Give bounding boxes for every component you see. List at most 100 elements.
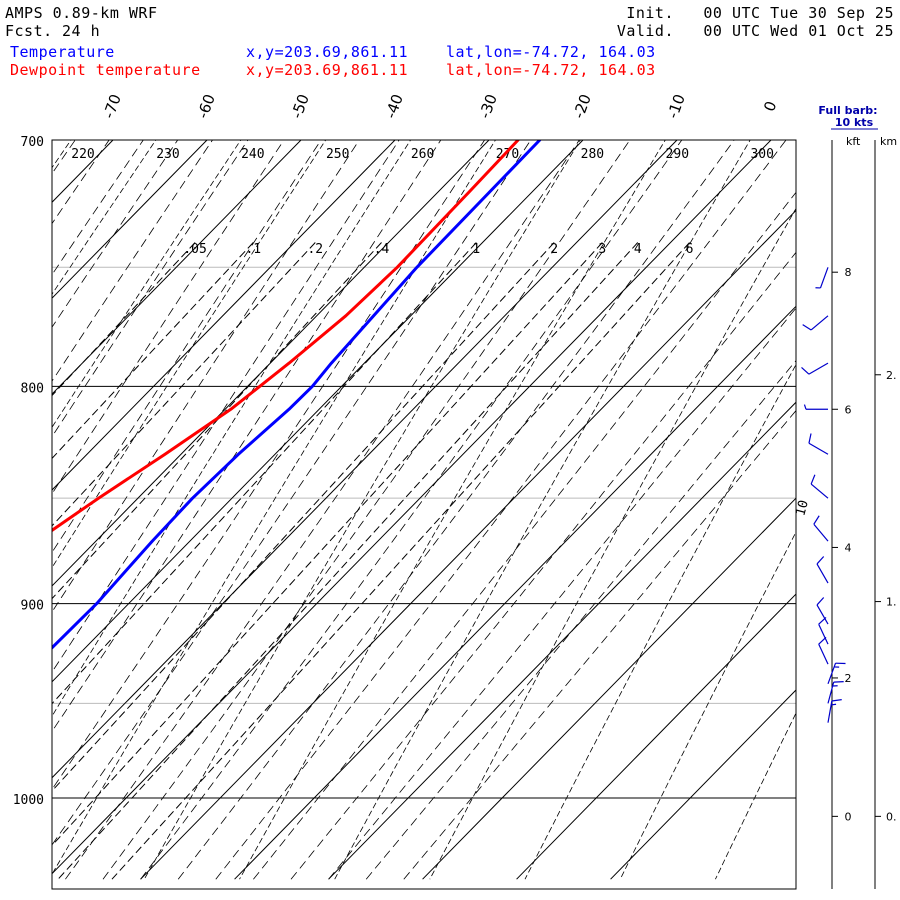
moist-adiabat-line (290, 251, 796, 880)
kft-tick-label: 6 (845, 403, 852, 416)
isotherm-line (52, 140, 302, 395)
legend-temperature-latlon: lat,lon=-74.72, 164.03 (446, 43, 656, 61)
forecast-label: Fcst. (5, 22, 53, 40)
moist-adiabat-line (52, 140, 213, 382)
potential-temperature-label: 240 (241, 147, 264, 162)
isotherm-line (52, 140, 772, 875)
dry-adiabat-line (715, 712, 796, 880)
mixing-ratio-label: 2 (550, 242, 558, 257)
potential-temperature-label: 280 (581, 147, 604, 162)
mixing-ratio-line (52, 242, 477, 705)
potential-temperature-label: 290 (666, 147, 689, 162)
pressure-tick-label: 1000 (13, 793, 44, 808)
series-temperature (52, 140, 542, 650)
moist-adiabat-line (52, 140, 285, 495)
isotherm-line (234, 305, 796, 880)
dry-adiabat-line (429, 207, 796, 880)
mixing-ratio-line (52, 242, 254, 460)
plot-background (52, 140, 796, 889)
isotherm-label: -40 (382, 92, 407, 121)
barb-legend-value: 10 kts (835, 116, 874, 129)
init-label: Init. (626, 4, 674, 22)
legend-dewpoint-xy: x,y=203.69,861.11 (246, 61, 409, 79)
dry-adiabat-line (524, 363, 796, 880)
wind-barb-feather (808, 433, 812, 444)
wind-barb-feather (833, 681, 844, 683)
potential-temperature-label: 250 (326, 147, 349, 162)
isotherm-label: -30 (476, 92, 501, 121)
dry-adiabat-line (52, 140, 242, 428)
potential-temperature-label: 220 (71, 147, 94, 162)
isotherm-line (52, 140, 396, 491)
wind-barb-staff (818, 623, 829, 645)
legend-dewpoint-latlon: lat,lon=-74.72, 164.03 (446, 61, 656, 79)
isotherm-line (52, 140, 208, 299)
dry-adiabat-line (52, 140, 327, 569)
pressure-tick-label: 800 (21, 381, 44, 396)
dry-adiabat-line (143, 140, 581, 880)
wind-barb-feather (801, 366, 810, 375)
km-tick-label: 0. (886, 810, 897, 823)
model-title: AMPS 0.89-km WRF (5, 4, 158, 22)
isotherm-label: 0 (760, 99, 780, 114)
wind-barb-staff (810, 315, 829, 331)
moist-adiabat-line (52, 140, 249, 438)
moist-adiabat-line (102, 140, 631, 880)
wind-barb-staff (827, 681, 835, 704)
wind-barb-staff (816, 604, 829, 625)
wind-barb-staff (808, 442, 829, 455)
mixing-ratio-label: .2 (307, 242, 323, 257)
isotherm-line (516, 593, 796, 880)
wind-barb-feather (818, 616, 827, 625)
wind-barb-staff (808, 362, 829, 375)
moist-adiabat-line (140, 140, 683, 880)
moist-adiabat-line (52, 140, 360, 613)
wind-barb-feather (831, 699, 842, 702)
mixing-ratio-label: 3 (598, 242, 606, 257)
kft-tick-label: 2 (845, 672, 852, 685)
isotherm-line (610, 689, 796, 880)
isotherm-line (52, 140, 490, 587)
dry-adiabat-line (239, 140, 666, 880)
kft-tick-label: 0 (845, 810, 852, 823)
mixing-ratio-line (52, 242, 316, 527)
isotherm-label: -60 (194, 92, 219, 121)
km-tick-label: 1. (886, 596, 897, 609)
isotherm-label: -20 (570, 92, 595, 121)
wind-barb-staff (827, 700, 833, 723)
mixing-ratio-label: 4 (634, 242, 642, 257)
moist-adiabat-line (52, 140, 442, 733)
mixing-ratio-label: 1 (472, 242, 480, 257)
moist-adiabat-line (52, 140, 179, 328)
isotherm-line (140, 209, 796, 880)
dry-adiabat-line (52, 140, 157, 295)
mixing-ratio-label: .05 (183, 242, 206, 257)
kft-axis-label: kft (846, 135, 861, 148)
forecast-value: 24 h (62, 22, 101, 40)
moist-adiabat-line (52, 140, 400, 673)
isotherm-label: -10 (664, 92, 689, 121)
series-dewpoint-temperature (52, 140, 520, 533)
mixing-ratio-label: .1 (245, 242, 261, 257)
isotherm-label: -70 (100, 92, 125, 121)
pressure-tick-label: 900 (21, 599, 44, 614)
isotherm-line (0, 140, 19, 879)
init-value: 00 UTC Tue 30 Sep 25 (703, 4, 894, 22)
moist-adiabat-line (52, 140, 532, 846)
wind-barb-staff (819, 267, 829, 289)
isotherm-line (422, 497, 796, 880)
wind-barb-feather (816, 597, 825, 606)
moist-adiabat-line (215, 140, 787, 880)
km-tick-label: 2. (886, 369, 897, 382)
kft-tick-label: 4 (845, 541, 852, 554)
moist-adiabat-line (52, 140, 486, 791)
wind-barb-feather (810, 474, 816, 485)
moist-adiabat-line (253, 191, 796, 880)
isotherm-label: -50 (288, 92, 313, 121)
potential-temperature-label: 230 (156, 147, 179, 162)
wind-barb-staff (810, 483, 829, 499)
dry-adiabat-line (0, 114, 5, 880)
isotherm-line (52, 140, 584, 683)
